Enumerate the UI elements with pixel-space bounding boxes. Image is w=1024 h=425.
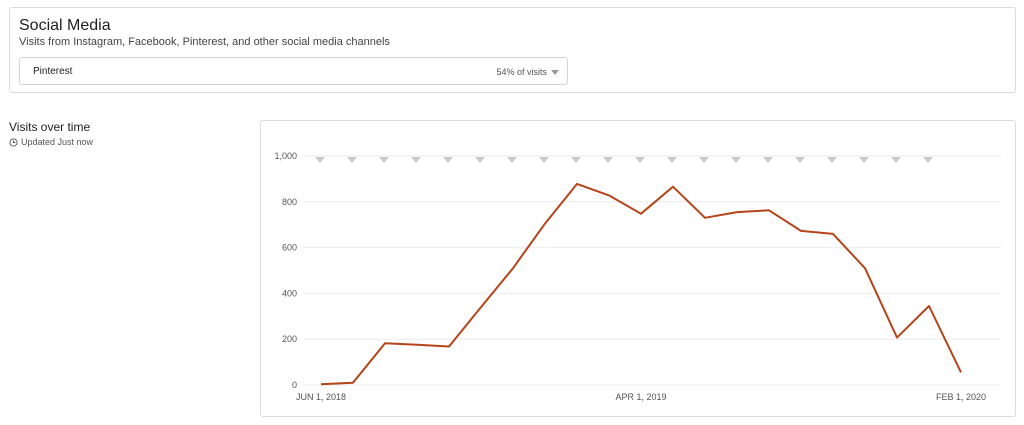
channel-select-value: Pinterest xyxy=(33,66,73,77)
event-marker xyxy=(763,157,773,163)
visits-line-chart: 0 200 400 600 800 1,000 JUN 1, 2018 APR 1, 2019… xyxy=(274,151,1001,402)
event-marker xyxy=(315,157,325,163)
x-tick-label: JUN 1, 2018 xyxy=(296,392,346,402)
event-marker xyxy=(571,157,581,163)
event-marker xyxy=(827,157,837,163)
visits-chart-card: 0 200 400 600 800 1,000 JUN 1, 2018 APR 1, 2019… xyxy=(260,120,1016,417)
x-tick-label: APR 1, 2019 xyxy=(615,392,666,402)
y-tick-label: 800 xyxy=(282,197,297,207)
y-tick-label: 200 xyxy=(282,334,297,344)
y-tick-label: 400 xyxy=(282,288,297,298)
chevron-down-icon xyxy=(551,70,559,75)
updated-text: Updated Just now xyxy=(21,137,94,147)
event-marker xyxy=(699,157,709,163)
channel-share-label: 54% of visits xyxy=(496,67,547,77)
y-tick-label: 600 xyxy=(282,243,297,253)
event-marker xyxy=(731,157,741,163)
event-marker xyxy=(795,157,805,163)
event-marker xyxy=(443,157,453,163)
event-marker xyxy=(379,157,389,163)
social-media-title: Social Media xyxy=(19,17,111,34)
event-marker xyxy=(667,157,677,163)
visits-series-line xyxy=(320,182,962,386)
event-marker xyxy=(891,157,901,163)
event-marker xyxy=(923,157,933,163)
x-tick-label: FEB 1, 2020 xyxy=(936,392,986,402)
event-marker xyxy=(475,157,485,163)
clock-icon xyxy=(9,137,18,147)
event-marker xyxy=(603,157,613,163)
event-marker xyxy=(635,157,645,163)
social-media-subtitle: Visits from Instagram, Facebook, Pintere… xyxy=(19,36,390,48)
y-tick-label: 1,000 xyxy=(274,151,297,161)
event-marker xyxy=(859,157,869,163)
event-marker xyxy=(411,157,421,163)
visits-over-time-title: Visits over time xyxy=(9,120,91,134)
channel-select[interactable]: Pinterest 54% of visits xyxy=(19,57,568,85)
updated-status: Updated Just now xyxy=(9,137,93,147)
event-marker xyxy=(347,157,357,163)
social-media-card: Social Media Visits from Instagram, Face… xyxy=(9,7,1016,93)
event-marker xyxy=(539,157,549,163)
y-tick-label: 0 xyxy=(292,380,297,390)
event-marker xyxy=(507,157,517,163)
